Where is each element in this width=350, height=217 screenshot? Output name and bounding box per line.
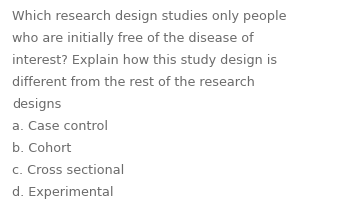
Text: a. Case control: a. Case control — [12, 120, 108, 133]
Text: c. Cross sectional: c. Cross sectional — [12, 164, 124, 177]
Text: b. Cohort: b. Cohort — [12, 142, 71, 155]
Text: d. Experimental: d. Experimental — [12, 186, 113, 199]
Text: interest? Explain how this study design is: interest? Explain how this study design … — [12, 54, 277, 67]
Text: different from the rest of the research: different from the rest of the research — [12, 76, 255, 89]
Text: who are initially free of the disease of: who are initially free of the disease of — [12, 32, 254, 45]
Text: Which research design studies only people: Which research design studies only peopl… — [12, 10, 287, 23]
Text: designs: designs — [12, 98, 61, 111]
